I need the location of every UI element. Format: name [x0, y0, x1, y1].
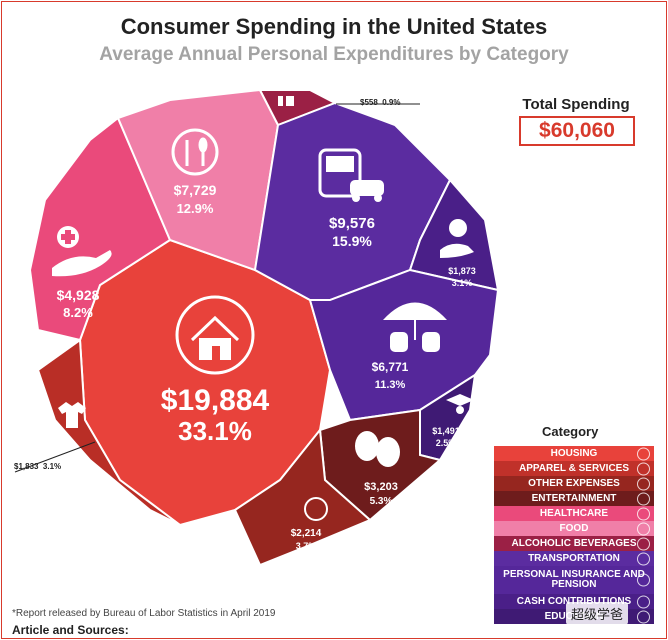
- fork-knife-icon: [171, 128, 219, 176]
- segment-healthcare: [28, 116, 172, 342]
- legend-item-icon: [637, 522, 650, 535]
- graduation-icon: [446, 394, 474, 414]
- report-note: *Report released by Bureau of Labor Stat…: [12, 608, 276, 619]
- legend-item-label: ALCOHOLIC BEVERAGES: [511, 537, 637, 549]
- donation-icon: [440, 219, 474, 258]
- wine-icon: [278, 96, 294, 106]
- legend: HOUSING APPAREL & SERVICES OTHER EXPENSES E…: [494, 446, 654, 624]
- percent-label-cash-contributions: 3.1%: [452, 278, 473, 288]
- legend-item-label: CASH CONTRIBUTIONS: [516, 595, 632, 607]
- legend-item-icon: [637, 507, 650, 520]
- medical-hand-icon: [52, 226, 112, 277]
- percent-label-healthcare: 8.2%: [63, 305, 93, 320]
- amount-label-other-expenses: $2,214: [291, 528, 322, 539]
- legend-item-personal-insurance-and-pension: PERSONAL INSURANCE AND PENSION: [494, 566, 654, 594]
- callout-apparel: $1,833 3.1%: [14, 462, 62, 471]
- legend-item-icon: [637, 610, 650, 623]
- legend-item-label: HOUSING: [550, 447, 598, 459]
- legend-item-label: PERSONAL INSURANCE AND PENSION: [503, 569, 645, 590]
- legend-item-icon: [637, 595, 650, 608]
- amount-label-education: $1,491: [432, 426, 460, 436]
- percent-label-other-expenses: 3.7%: [296, 541, 317, 551]
- percent-label-personal-insurance-and-pension: 11.3%: [375, 379, 406, 391]
- legend-item-icon: [637, 477, 650, 490]
- amount-label-personal-insurance-and-pension: $6,771: [372, 360, 409, 374]
- legend-item-apparel-services: APPAREL & SERVICES: [494, 461, 654, 476]
- legend-item-entertainment: ENTERTAINMENT: [494, 491, 654, 506]
- legend-item-alcoholic-beverages: ALCOHOLIC BEVERAGES: [494, 536, 654, 551]
- legend-item-food: FOOD: [494, 521, 654, 536]
- legend-item-icon: [637, 492, 650, 505]
- legend-item-other-expenses: OTHER EXPENSES: [494, 476, 654, 491]
- legend-item-label: ENTERTAINMENT: [531, 492, 617, 504]
- amount-label-transportation: $9,576: [329, 215, 375, 232]
- callout-line-apparel: [14, 441, 96, 473]
- legend-item-icon: [637, 573, 650, 587]
- percent-label-entertainment: 5.3%: [370, 496, 393, 507]
- legend-item-healthcare: HEALTHCARE: [494, 506, 654, 521]
- chart-title: Consumer Spending in the United States: [120, 14, 548, 39]
- segment-apparel-services: [36, 338, 181, 526]
- legend-item-label: OTHER EXPENSES: [528, 477, 620, 489]
- total-spending-value: $60,060: [519, 116, 635, 146]
- percent-label-food: 12.9%: [177, 201, 214, 216]
- bus-car-icon: [318, 148, 384, 202]
- legend-item-transportation: TRANSPORTATION: [494, 551, 654, 566]
- legend-item-icon: [637, 552, 650, 565]
- amount-label-entertainment: $3,203: [364, 481, 398, 493]
- legend-item-label: TRANSPORTATION: [528, 552, 620, 564]
- legend-title: Category: [542, 424, 599, 439]
- legend-item-label: FOOD: [559, 522, 589, 534]
- watermark: 超级学爸: [566, 602, 629, 625]
- callout-alcohol: $558 0.9%: [360, 98, 401, 107]
- percent-label-housing: 33.1%: [178, 416, 252, 446]
- segment-other-expenses: [233, 427, 372, 567]
- umbrella-money-icon: [383, 302, 447, 352]
- amount-label-food: $7,729: [174, 182, 217, 198]
- legend-item-label: HEALTHCARE: [539, 507, 609, 519]
- chart-subtitle: Average Annual Personal Expenditures by …: [99, 44, 569, 65]
- percent-label-transportation: 15.9%: [332, 233, 372, 249]
- amount-label-healthcare: $4,928: [57, 287, 100, 303]
- legend-item-icon: [637, 537, 650, 550]
- shirt-icon: [58, 402, 86, 428]
- legend-item-label: APPAREL & SERVICES: [518, 462, 630, 474]
- amount-label-cash-contributions: $1,873: [448, 266, 476, 276]
- article-sources: Article and Sources:: [12, 623, 129, 637]
- legend-item-icon: [637, 462, 650, 475]
- amount-label-housing: $19,884: [161, 384, 270, 417]
- theater-masks-icon: [355, 431, 400, 467]
- legend-item-housing: HOUSING: [494, 446, 654, 461]
- house-icon: [175, 295, 255, 375]
- total-spending-label: Total Spending: [522, 96, 630, 113]
- legend-item-icon: [637, 447, 650, 460]
- dollar-circle-icon: [304, 497, 328, 521]
- percent-label-education: 2.5%: [436, 438, 457, 448]
